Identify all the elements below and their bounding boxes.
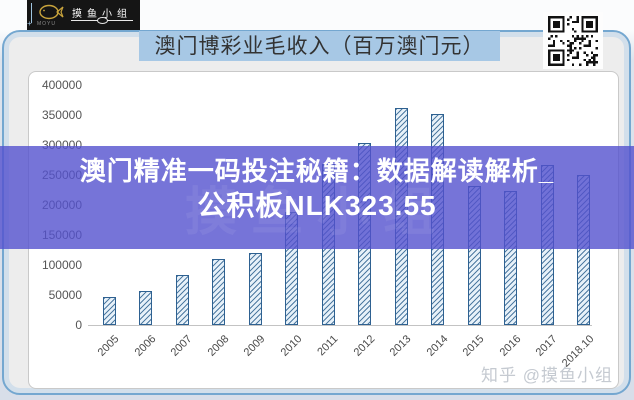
chart-title: 澳门博彩业毛收入（百万澳门元） bbox=[139, 31, 500, 61]
x-axis-line bbox=[88, 325, 592, 326]
zhihu-watermark: 知乎 @摸鱼小组 bbox=[481, 366, 613, 385]
banner-line2: 公积板NLK323.55 bbox=[197, 190, 437, 221]
y-axis-tick-label: 0 bbox=[75, 318, 82, 332]
fishing-rod-icon bbox=[31, 3, 32, 23]
logo-brand-text: 摸鱼小组 bbox=[72, 9, 132, 20]
bar bbox=[175, 275, 189, 325]
site-logo: + MOYU 摸鱼小组 bbox=[27, 0, 140, 30]
fish-icon bbox=[35, 3, 65, 26]
y-axis-tick-label: 350000 bbox=[41, 108, 82, 122]
bar bbox=[248, 253, 262, 325]
hook-icon: + bbox=[27, 19, 32, 28]
logo-underline-fish-icon bbox=[97, 17, 108, 24]
bar bbox=[102, 297, 116, 325]
y-axis-tick-label: 100000 bbox=[41, 258, 82, 272]
banner-line1: 澳门精准一码投注秘籍：数据解读解析_ bbox=[79, 156, 555, 186]
y-axis-tick-label: 50000 bbox=[48, 288, 82, 302]
logo-subtext: MOYU bbox=[37, 21, 56, 27]
promo-banner-overlay: 摸鱼小组 澳门精准一码投注秘籍：数据解读解析_ 公积板NLK323.55 bbox=[0, 146, 634, 249]
bar bbox=[212, 259, 225, 325]
y-axis-tick-label: 400000 bbox=[41, 78, 82, 92]
bar bbox=[139, 291, 152, 325]
qr-code bbox=[543, 12, 603, 69]
